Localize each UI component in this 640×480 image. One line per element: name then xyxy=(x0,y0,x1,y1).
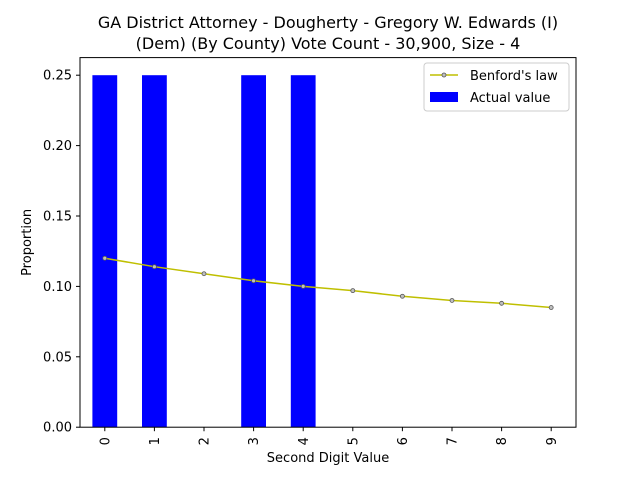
benford-line-group xyxy=(102,255,554,310)
legend-benford-label: Benford's law xyxy=(470,69,558,84)
bars-group xyxy=(92,75,316,428)
x-tick-label-0: 0 xyxy=(98,437,113,445)
x-axis-label: Second Digit Value xyxy=(267,451,389,466)
x-tick-label-7: 7 xyxy=(446,437,461,445)
x-tick-label-9: 9 xyxy=(545,437,560,445)
benford-point-2 xyxy=(201,271,207,277)
x-tick-label-6: 6 xyxy=(396,437,411,445)
y-axis: 0.00 0.05 0.10 0.15 0.20 0.25 xyxy=(43,69,80,436)
y-tick-label-1: 0.05 xyxy=(43,350,72,365)
legend: Benford's law Actual value xyxy=(423,62,570,112)
x-tick-label-8: 8 xyxy=(495,437,510,445)
bar-digit-3 xyxy=(241,75,266,428)
legend-actual-swatch xyxy=(430,92,458,102)
y-tick-label-2: 0.10 xyxy=(43,280,72,295)
bar-digit-1 xyxy=(142,75,167,428)
benford-point-8 xyxy=(499,300,505,306)
benford-point-1 xyxy=(151,264,157,270)
chart-title-line-1: GA District Attorney - Dougherty - Grego… xyxy=(98,13,558,32)
y-tick-label-4: 0.20 xyxy=(43,139,72,154)
plot-frame xyxy=(79,57,577,428)
legend-actual-label: Actual value xyxy=(470,91,550,106)
benford-point-3 xyxy=(251,278,257,284)
x-tick-label-3: 3 xyxy=(247,437,262,445)
y-tick-label-0: 0.00 xyxy=(43,421,72,436)
bar-digit-4 xyxy=(290,75,316,428)
legend-benford-marker xyxy=(441,72,447,78)
x-tick-label-5: 5 xyxy=(346,437,361,445)
y-axis-label: Proportion xyxy=(20,209,35,276)
bar-digit-0 xyxy=(92,75,118,428)
y-tick-label-5: 0.25 xyxy=(43,69,72,84)
benford-point-6 xyxy=(399,293,405,299)
benford-point-7 xyxy=(449,298,455,303)
benford-point-9 xyxy=(548,305,554,310)
chart-title-line-2: (Dem) (By County) Vote Count - 30,900, S… xyxy=(136,34,521,53)
x-tick-label-1: 1 xyxy=(148,437,163,445)
benford-point-0 xyxy=(102,255,108,261)
benford-line xyxy=(104,257,552,309)
x-tick-label-4: 4 xyxy=(297,437,312,445)
y-tick-label-3: 0.15 xyxy=(43,210,72,225)
benford-point-4 xyxy=(300,283,306,289)
x-axis: 0 1 2 3 4 5 6 7 8 9 xyxy=(98,427,560,445)
legend-box xyxy=(423,62,570,112)
x-tick-label-2: 2 xyxy=(198,437,213,445)
benford-point-5 xyxy=(350,288,356,294)
